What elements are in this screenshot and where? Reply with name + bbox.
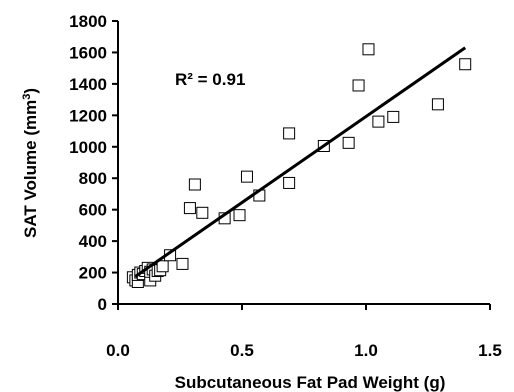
data-point — [459, 58, 472, 71]
data-point — [183, 202, 196, 215]
x-tick-label: 1.0 — [354, 341, 378, 360]
y-tick-label: 1600 — [69, 43, 107, 62]
y-axis-title-main: SAT Volume (mm — [21, 100, 40, 238]
y-tick-label: 1200 — [69, 106, 107, 125]
y-tick-label: 600 — [79, 201, 107, 220]
y-tick-label: 1400 — [69, 75, 107, 94]
data-point — [176, 257, 189, 270]
y-tick-label: 400 — [79, 232, 107, 251]
data-point — [196, 206, 209, 219]
x-axis-title: Subcutaneous Fat Pad Weight (g) — [175, 373, 446, 392]
data-point — [352, 79, 365, 92]
data-point — [387, 110, 400, 123]
y-tick-label: 200 — [79, 264, 107, 283]
data-point — [233, 209, 246, 222]
x-tick-label: 0.5 — [230, 341, 254, 360]
data-point — [283, 176, 296, 189]
data-point — [362, 43, 375, 56]
x-tick-label: 0.0 — [106, 341, 130, 360]
y-axis-title-close: ) — [21, 88, 40, 94]
y-tick-label: 1800 — [69, 12, 107, 31]
data-point — [431, 98, 444, 111]
y-axis-ticks: 0 200 400 600 800 1000 1200 1400 1600 1800 — [69, 12, 118, 314]
data-point — [342, 136, 355, 149]
x-axis-ticks: 0.0 0.5 1.0 1.5 — [106, 304, 502, 360]
r-squared-annotation: R² = 0.91 — [175, 70, 245, 89]
data-point — [188, 178, 201, 191]
y-axis-title: SAT Volume (mm3) — [21, 88, 40, 238]
x-tick-label: 1.5 — [478, 341, 502, 360]
data-point — [283, 127, 296, 140]
y-axis-title-superscript: 3 — [21, 94, 33, 100]
y-tick-label: 0 — [98, 295, 107, 314]
y-tick-label: 1000 — [69, 138, 107, 157]
y-tick-label: 800 — [79, 169, 107, 188]
trend-line — [134, 46, 467, 278]
data-point — [372, 115, 385, 128]
data-point — [156, 260, 169, 273]
data-point — [240, 170, 253, 183]
